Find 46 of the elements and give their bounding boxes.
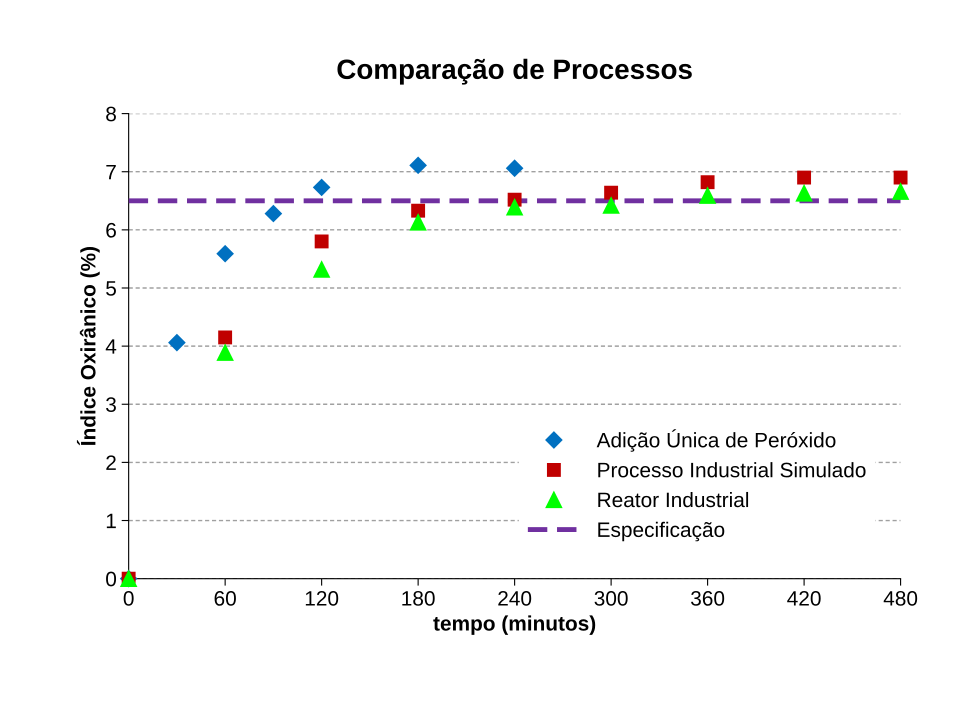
y-tick-label: 2 [106,455,116,470]
x-tick-label: 0 [124,591,134,606]
point [313,261,330,278]
y-tick-label: 7 [106,164,116,180]
point [797,170,812,184]
point [699,187,716,204]
x-tick-label: 300 [594,591,628,606]
legend-label: Especificação [598,522,724,542]
x-tick-label: 60 [214,591,236,606]
x-tick-label: 360 [691,591,724,606]
point [410,214,426,231]
y-tick-label: 3 [106,397,116,412]
point [168,334,186,352]
x-tick-label: 420 [787,591,821,606]
point [264,205,282,222]
point [216,245,234,262]
point [700,175,715,190]
y-tick-label: 4 [106,339,116,354]
point [604,186,618,200]
x-tick-label: 240 [498,591,532,606]
point [894,170,908,184]
point [602,197,620,214]
legend-label: Processo Industrial Simulado [598,462,866,478]
x-tick-label: 480 [884,591,918,606]
point [506,198,523,216]
x-axis-title: tempo (minutos) [433,615,596,635]
point [506,160,524,177]
point [314,234,329,248]
legend-label: Adição Única de Peróxido [596,429,836,452]
legend-label: Reator Industrial [598,492,748,508]
point [892,183,909,200]
point [313,178,330,196]
point [218,330,232,344]
point [796,184,812,202]
point [411,204,426,218]
y-tick-label: 8 [106,106,116,122]
y-axis-title: Índice Oxirânico (%) [76,247,100,446]
y-tick-label: 0 [106,572,116,586]
point [410,156,427,174]
chart-title: Comparação de Processos [337,58,692,85]
point [216,344,234,361]
y-tick-label: 6 [106,222,116,238]
x-tick-label: 180 [402,591,435,606]
y-tick-label: 1 [106,514,116,528]
x-tick-label: 120 [306,591,338,606]
y-tick-label: 5 [106,281,116,296]
